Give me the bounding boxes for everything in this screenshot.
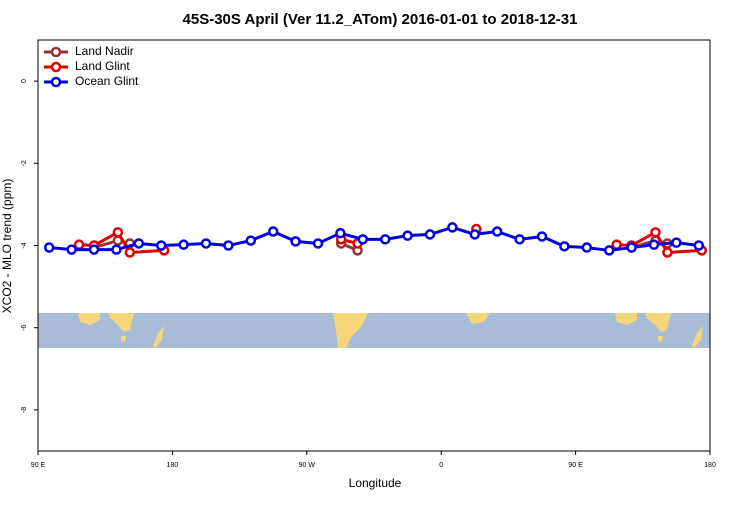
data-point bbox=[178, 239, 189, 250]
data-point bbox=[223, 240, 234, 251]
data-point bbox=[469, 229, 481, 240]
data-point bbox=[112, 227, 124, 238]
data-point bbox=[671, 237, 682, 248]
legend-label: Ocean Glint bbox=[75, 74, 139, 88]
map-strip bbox=[38, 313, 710, 348]
data-point bbox=[447, 222, 458, 233]
data-point bbox=[267, 226, 279, 237]
y-axis-label: XCO2 - MLO trend (ppm) bbox=[0, 179, 14, 314]
x-tick-label: 90 W bbox=[299, 462, 316, 469]
data-point bbox=[43, 242, 55, 253]
x-tick-label: 0 bbox=[439, 462, 443, 469]
data-point bbox=[693, 240, 705, 251]
data-point bbox=[379, 234, 391, 245]
y-tick-label: -2 bbox=[21, 160, 28, 166]
data-point bbox=[402, 230, 413, 241]
data-point bbox=[245, 235, 257, 246]
series-line bbox=[49, 225, 699, 252]
data-point bbox=[581, 242, 593, 253]
data-point bbox=[357, 234, 369, 245]
data-point bbox=[88, 244, 100, 255]
y-tick-label: -8 bbox=[21, 407, 28, 413]
data-point bbox=[491, 226, 503, 237]
data-point bbox=[650, 227, 661, 238]
data-point bbox=[536, 231, 548, 242]
data-point bbox=[111, 244, 122, 255]
y-tick-label: 0 bbox=[21, 79, 28, 83]
data-point bbox=[200, 238, 212, 249]
legend-marker bbox=[50, 46, 62, 58]
legend-marker bbox=[50, 61, 62, 73]
data-point bbox=[124, 247, 136, 258]
data-point bbox=[662, 247, 673, 258]
data-point bbox=[290, 236, 301, 247]
data-point bbox=[611, 239, 622, 250]
data-point bbox=[559, 241, 570, 252]
y-tick-label: -4 bbox=[21, 242, 28, 248]
x-tick-label: 90 E bbox=[31, 462, 46, 469]
x-tick-label: 90 E bbox=[568, 462, 583, 469]
x-axis-label: Longitude bbox=[349, 476, 402, 490]
legend-marker bbox=[50, 76, 62, 88]
data-point bbox=[133, 238, 145, 249]
legend-label: Land Glint bbox=[75, 59, 130, 73]
data-point bbox=[626, 242, 637, 253]
legend-label: Land Nadir bbox=[75, 44, 134, 58]
x-tick-label: 180 bbox=[704, 462, 716, 469]
data-point bbox=[335, 227, 346, 239]
data-point bbox=[603, 245, 615, 256]
chart-title: 45S-30S April (Ver 11.2_ATom) 2016-01-01… bbox=[183, 11, 578, 28]
data-point bbox=[424, 229, 436, 240]
data-point bbox=[155, 240, 167, 251]
data-point bbox=[66, 244, 77, 255]
y-tick-label: -6 bbox=[21, 324, 28, 330]
data-point bbox=[514, 234, 525, 245]
data-point bbox=[648, 239, 660, 250]
x-tick-label: 180 bbox=[167, 462, 179, 469]
data-point bbox=[312, 238, 324, 249]
